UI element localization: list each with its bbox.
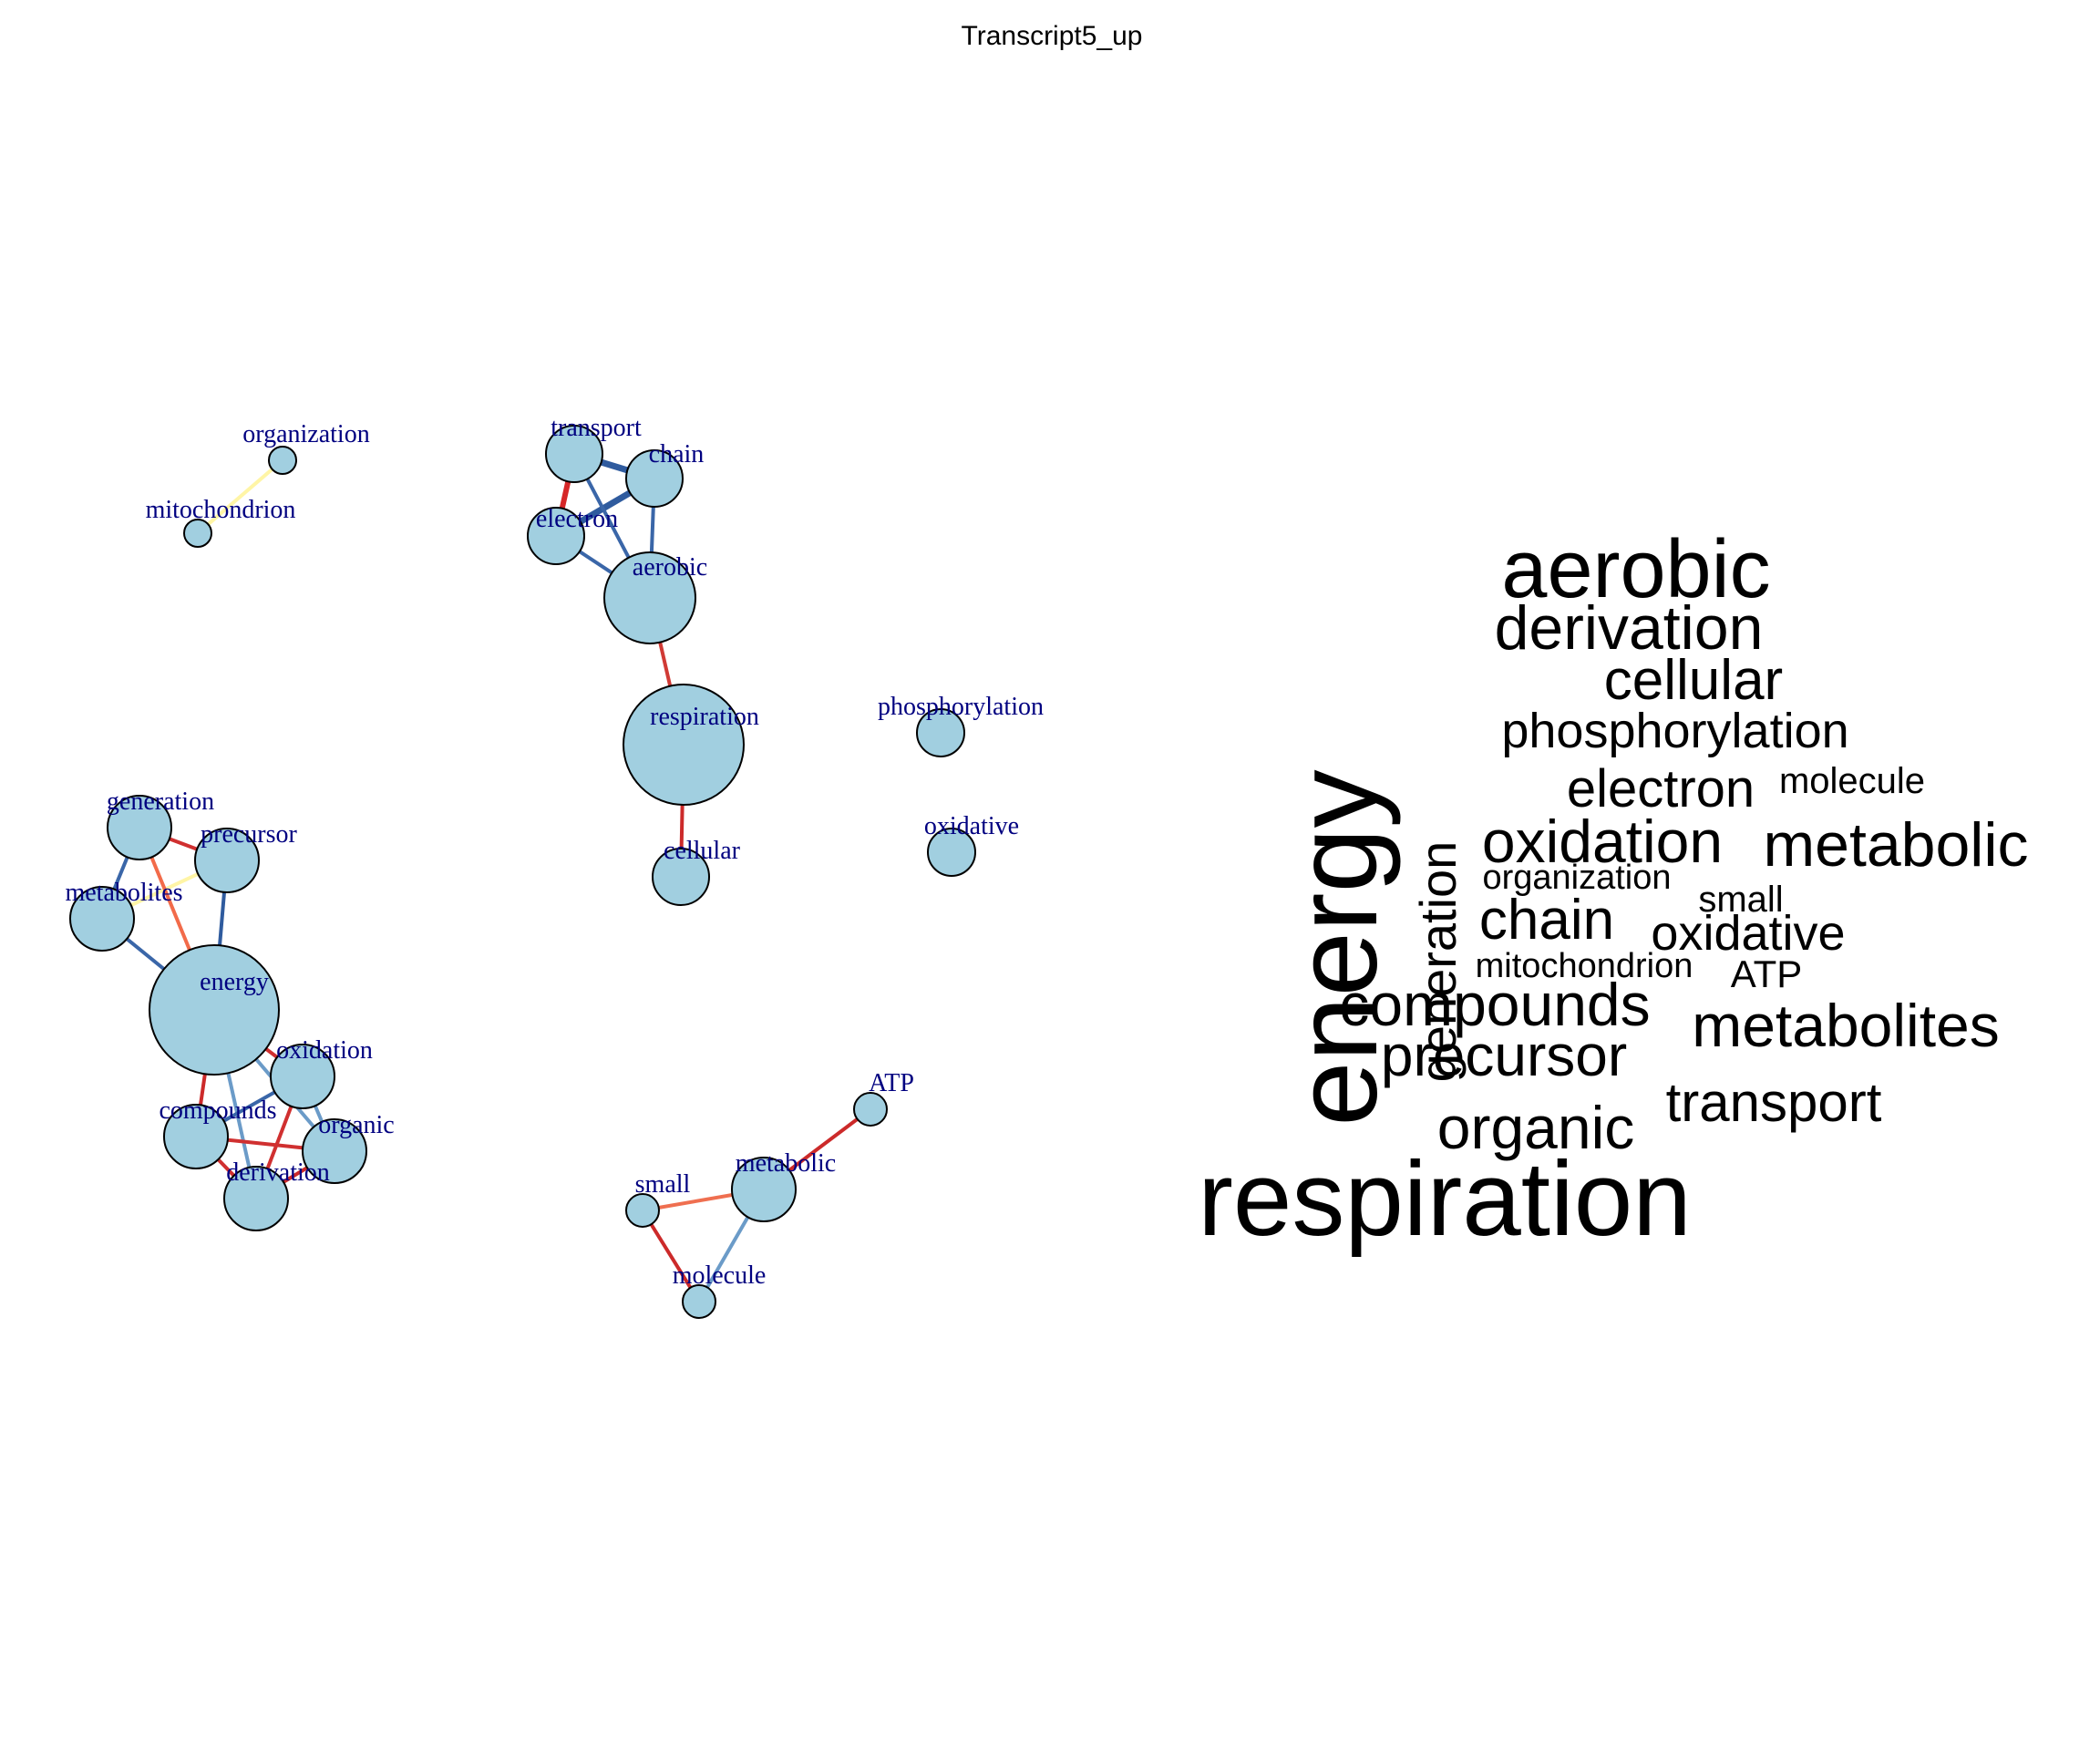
node-mitochondrion [183,519,212,548]
node-chain [625,449,684,508]
node-respiration [623,684,745,806]
node-compounds [163,1104,229,1169]
cloud-word-organization: organization [1482,859,1671,897]
cloud-word-precursor: precursor [1381,1023,1627,1088]
node-phosphorylation [916,708,965,757]
cloud-word-respiration: respiration [1198,1139,1692,1258]
cloud-word-ATP: ATP [1731,952,1803,995]
node-label-organic: organic [318,1111,394,1139]
node-metabolites [69,886,135,952]
node-small [625,1193,660,1228]
cloud-word-compounds: compounds [1339,971,1650,1038]
cloud-word-derivation: derivation [1495,593,1764,663]
cloud-word-mitochondrion: mitochondrion [1476,947,1693,985]
cloud-word-metabolites: metabolites [1692,992,2000,1059]
node-aerobic [603,551,696,644]
node-label-oxidation: oxidation [276,1036,373,1065]
node-organic [302,1118,367,1184]
node-label-precursor: precursor [201,820,297,849]
node-label-molecule: molecule [673,1261,767,1290]
node-label-derivation: derivation [226,1158,330,1187]
node-electron [527,507,585,565]
cloud-word-metabolic: metabolic [1763,810,2028,880]
node-label-transport: transport [551,414,642,442]
node-derivation [223,1166,289,1231]
cloud-word-molecule: molecule [1779,761,1925,801]
cloud-word-oxidation: oxidation [1482,808,1723,875]
cloud-word-aerobic: aerobic [1501,524,1770,615]
cloud-word-chain: chain [1479,889,1614,952]
node-label-metabolites: metabolites [65,879,182,907]
node-label-ATP: ATP [869,1069,914,1097]
node-label-small: small [635,1170,691,1199]
edge-small-molecule [641,1209,701,1303]
node-ATP [853,1092,888,1127]
node-energy [149,944,280,1076]
node-oxidation [270,1044,335,1109]
cloud-word-electron: electron [1567,759,1755,818]
node-generation [107,795,172,860]
node-label-compounds: compounds [159,1096,276,1125]
node-organization [268,446,297,475]
cloud-word-transport: transport [1666,1072,1882,1133]
cloud-word-phosphorylation: phosphorylation [1501,704,1848,758]
cloud-word-cellular: cellular [1604,649,1783,712]
node-label-mitochondrion: mitochondrion [146,496,296,524]
node-label-cellular: cellular [664,837,741,865]
node-label-metabolic: metabolic [736,1149,836,1178]
network-nodes [69,425,976,1319]
node-label-respiration: respiration [650,703,759,731]
node-label-oxidative: oxidative [924,812,1019,840]
edge-organization-mitochondrion [196,458,284,535]
cloud-word-organic: organic [1437,1094,1634,1161]
node-label-electron: electron [536,505,618,533]
node-metabolic [731,1157,797,1222]
node-label-chain: chain [649,440,705,468]
node-label-energy: energy [200,968,269,996]
node-oxidative [927,828,976,877]
cloud-word-energy: energy [1271,769,1402,1126]
node-precursor [194,828,260,893]
node-label-aerobic: aerobic [633,553,707,582]
cloud-word-small: small [1698,880,1783,920]
node-transport [545,425,603,483]
cloud-word-oxidative: oxidative [1651,906,1845,961]
node-label-phosphorylation: phosphorylation [878,693,1044,721]
plot-title: Transcript5_up [962,21,1143,51]
node-cellular [652,848,710,906]
node-molecule [682,1284,716,1319]
node-label-generation: generation [107,788,214,816]
node-label-organization: organization [242,420,369,448]
cloud-word-generation: generation [1409,841,1467,1083]
